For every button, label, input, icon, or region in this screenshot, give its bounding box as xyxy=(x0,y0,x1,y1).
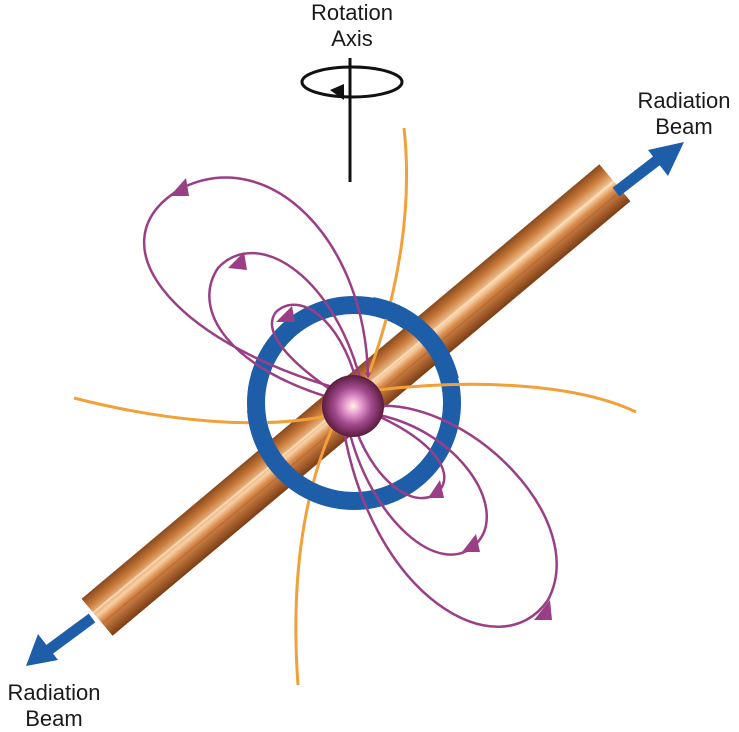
beam-arrow-top-right xyxy=(612,142,684,197)
field-arrowheads xyxy=(170,178,552,620)
radiation-beam-label-bottom-left-line1: Radiation xyxy=(7,680,101,705)
beam-arrow-bottom-left xyxy=(26,613,96,666)
open-field-lines xyxy=(73,127,637,686)
radiation-beam-label-top-right-line1: Radiation xyxy=(637,88,731,113)
rotation-axis-label: Rotation Axis xyxy=(292,0,412,52)
radiation-beam-label-top-right-line2: Beam xyxy=(655,114,713,139)
rotation-axis xyxy=(300,58,404,182)
closed-field-loops xyxy=(142,176,558,628)
torus-back xyxy=(247,296,461,510)
beam-arrows xyxy=(26,142,684,666)
torus-front xyxy=(247,297,459,507)
neutron-star xyxy=(322,375,384,437)
radiation-beam-label-bottom-left: Radiation Beam xyxy=(0,680,116,732)
rotation-axis-label-line1: Rotation xyxy=(311,0,393,25)
radiation-beam-label-top-right: Radiation Beam xyxy=(622,88,739,140)
radiation-beam-label-bottom-left-line2: Beam xyxy=(25,706,83,731)
rotation-axis-label-line2: Axis xyxy=(331,26,373,51)
